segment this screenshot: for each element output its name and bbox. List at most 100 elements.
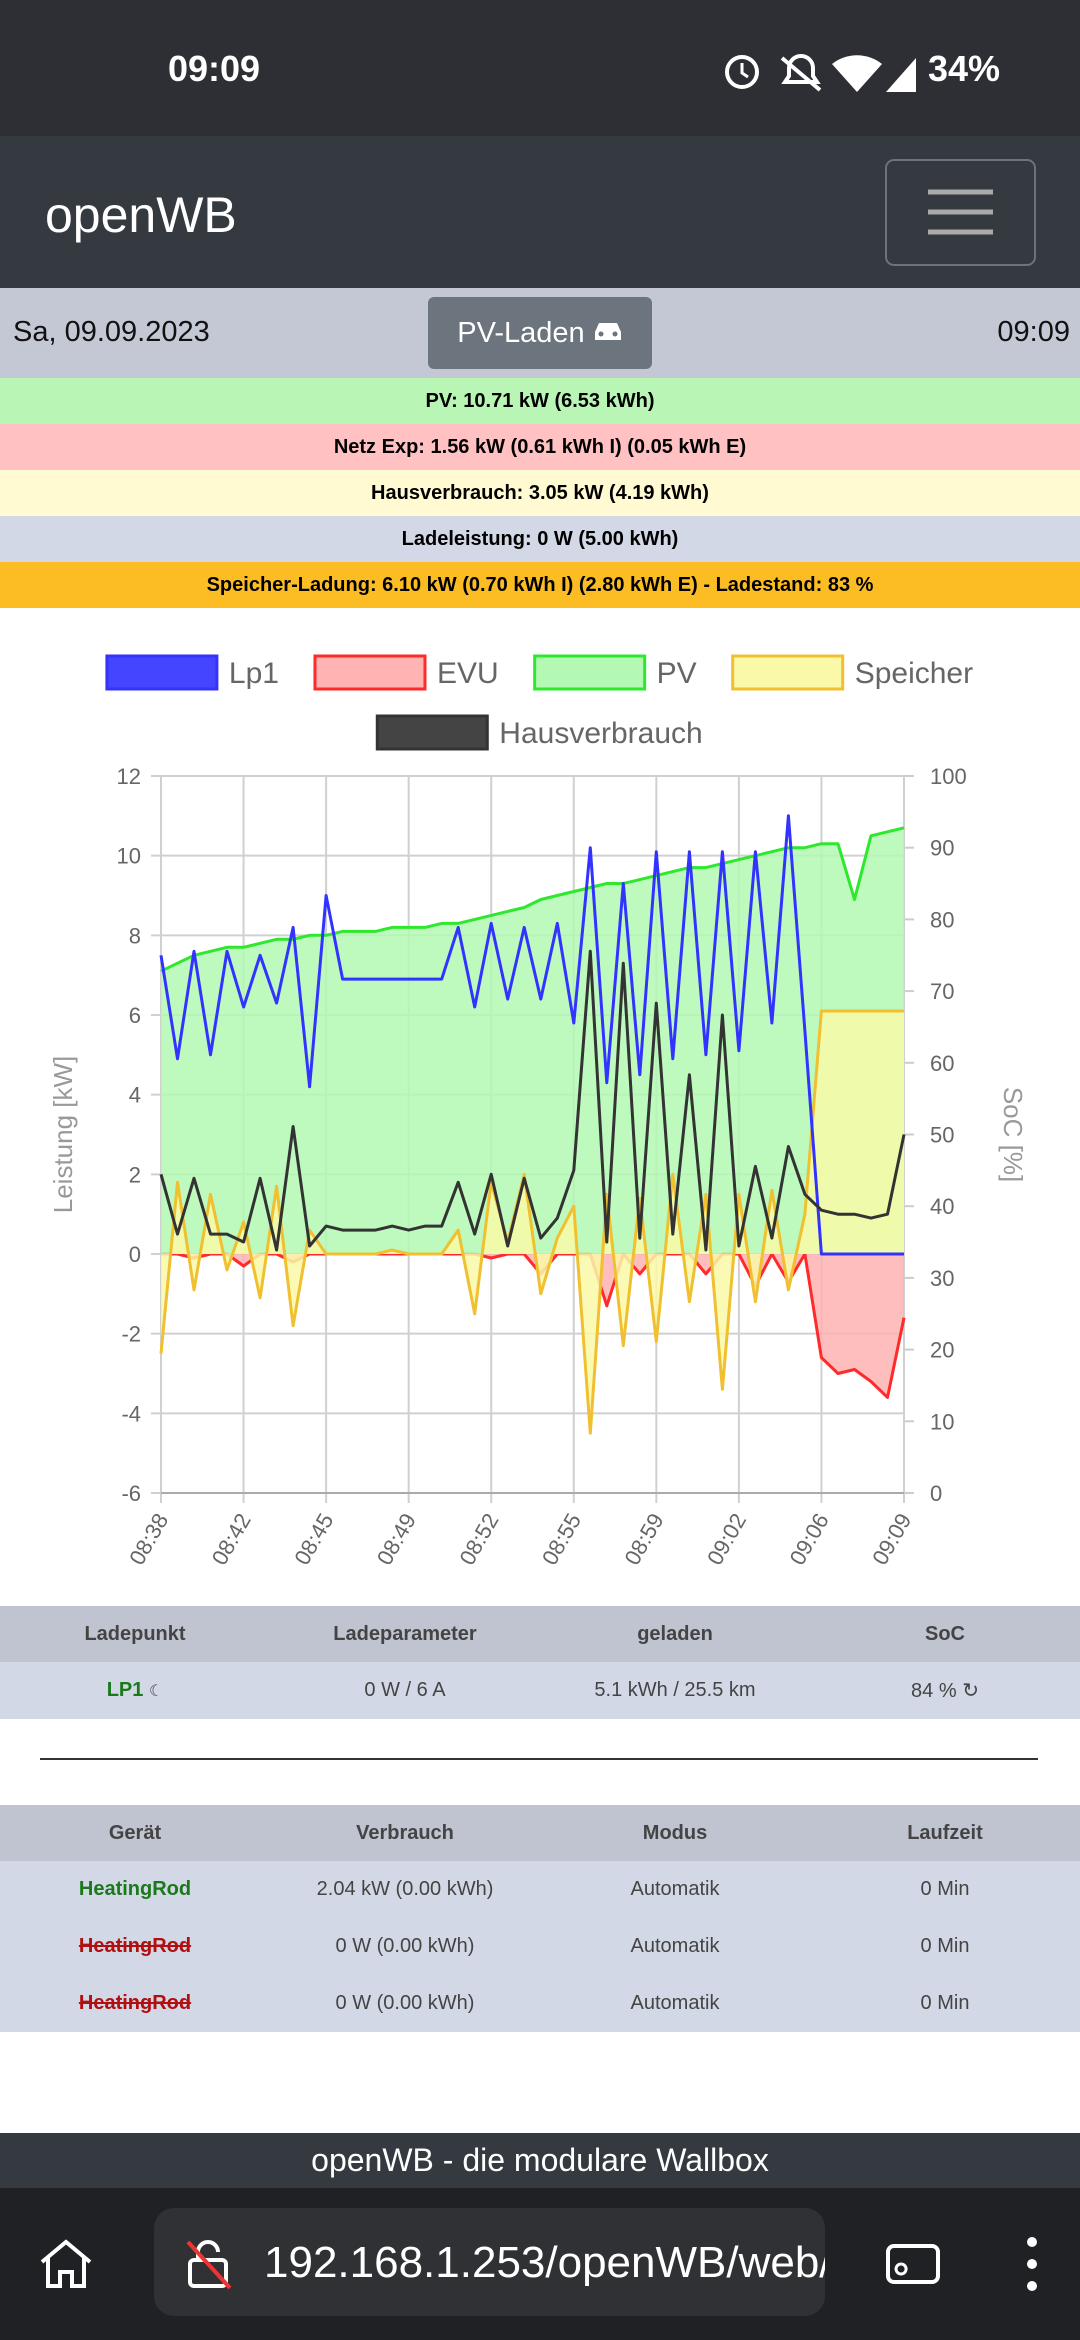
summary-pv: PV: 10.71 kW (6.53 kWh) [0,378,1080,424]
th: Laufzeit [810,1805,1080,1861]
y2-tick-label: 70 [930,979,954,1004]
legend-label: Hausverbrauch [499,717,702,750]
cell: Automatik [540,1861,810,1918]
brand[interactable]: openWB [45,187,237,243]
cell: 0 W (0.00 kWh) [270,1918,540,1975]
y2-tick-label: 40 [930,1194,954,1219]
lp-name[interactable]: LP1 [106,1679,144,1701]
x-tick-label: 09:06 [785,1509,834,1569]
y2-tick-label: 80 [930,907,954,932]
menu-button[interactable] [885,159,1036,266]
th: Ladeparameter [270,1606,540,1662]
summary-storage: Speicher-Ladung: 6.10 kW (0.70 kWh I) (2… [0,562,1080,608]
cell: 0 Min [810,1918,1080,1975]
y-tick-label: 8 [129,923,141,948]
cell: 0 W (0.00 kWh) [270,1975,540,2032]
cell: 0 Min [810,1975,1080,2032]
info-bar: Sa, 09.09.2023 PV-Laden 09:09 [0,288,1080,378]
x-tick-label: 08:42 [207,1509,256,1569]
mode-label: PV-Laden [457,317,585,349]
legend-item: Speicher [731,654,973,691]
url-box[interactable]: 192.168.1.253/openWB/web/i [154,2208,825,2316]
menu-button[interactable] [1020,2234,1044,2294]
th: SoC [810,1606,1080,1662]
soc: 84 % [911,1680,957,1702]
chart: Lp1 EVU PV Speicher Hausverbrauch -6 -4 -2 0 2 4 6 8… [48,654,1028,1569]
series-line [159,814,904,1256]
summary-charge: Ladeleistung: 0 W (5.00 kWh) [0,516,1080,562]
series-area [161,827,904,1254]
navbar: openWB [0,136,1080,288]
car-icon [594,323,621,340]
y-tick-label: 6 [129,1003,141,1028]
y2-tick-label: 20 [930,1338,954,1363]
th: Gerät [0,1805,270,1861]
y2-tick-label: 0 [930,1481,942,1506]
divider [40,1758,1038,1760]
time: 09:09 [997,316,1070,348]
legend-swatch [313,654,427,691]
device-table: Gerät Verbrauch Modus Laufzeit HeatingRod 2.… [0,1805,1080,2032]
th: Verbrauch [270,1805,540,1861]
home-button[interactable] [38,2238,94,2290]
legend-label: Speicher [855,657,973,690]
cell: 2.04 kW (0.00 kWh) [270,1861,540,1918]
device-name: HeatingRod [0,1975,270,2032]
legend-swatch [533,654,647,691]
lock-icon [186,2240,232,2290]
legend-label: EVU [437,657,499,690]
legend-label: PV [657,657,697,690]
y-axis-label: Leistung [kW] [48,1056,78,1214]
legend-swatch [731,654,845,691]
legend-item: PV [533,654,697,691]
legend-swatch [375,714,489,751]
x-tick-label: 08:52 [454,1509,503,1569]
y-tick-label: 10 [117,844,141,869]
legend-item: EVU [313,654,499,691]
y-tick-label: -2 [121,1322,141,1347]
legend-item: Lp1 [105,654,279,691]
cell: 84 % ↻ [810,1662,1080,1719]
y-tick-label: -4 [121,1401,141,1426]
browser-bar: 192.168.1.253/openWB/web/i [0,2188,1080,2340]
x-tick-label: 08:38 [124,1509,173,1569]
x-tick-label: 08:45 [289,1509,338,1569]
x-tick-label: 09:02 [702,1509,751,1569]
th: geladen [540,1606,810,1662]
charge-table: Ladepunkt Ladeparameter geladen SoC LP1 ☾ 0 … [0,1606,1080,1719]
status-icons [725,54,916,92]
y2-tick-label: 100 [930,764,967,789]
y-tick-label: 12 [117,764,141,789]
series-line [160,826,905,973]
th: Modus [540,1805,810,1861]
device-name: HeatingRod [0,1918,270,1975]
battery: 34% [928,48,1001,89]
y2-axis-label: SoC [%] [998,1087,1028,1182]
date: Sa, 09.09.2023 [13,316,210,348]
y-tick-label: 2 [129,1162,141,1187]
th: Ladepunkt [0,1606,270,1662]
cell: 0 W / 6 A [270,1662,540,1719]
legend-label: Lp1 [229,657,279,690]
x-tick-label: 09:09 [867,1509,916,1569]
status-bar: 09:09 34% [0,0,1080,136]
cell: 0 Min [810,1861,1080,1918]
y2-tick-label: 10 [930,1409,954,1434]
y2-tick-label: 30 [930,1266,954,1291]
y-tick-label: -6 [121,1481,141,1506]
series-line [159,1009,904,1435]
y-tick-label: 0 [129,1242,141,1267]
y-tick-label: 4 [129,1083,141,1108]
y2-tick-label: 50 [930,1123,954,1148]
x-tick-label: 08:49 [372,1509,421,1569]
y2-tick-label: 90 [930,836,954,861]
legend-swatch [105,654,219,691]
cell: 5.1 kWh / 25.5 km [540,1662,810,1719]
tabs-button[interactable] [885,2238,941,2290]
y2-tick-label: 60 [930,1051,954,1076]
x-tick-label: 08:59 [619,1509,668,1569]
footer: openWB - die modulare Wallbox [0,2133,1080,2188]
cell: Automatik [540,1975,810,2032]
mode-button[interactable]: PV-Laden [428,297,652,369]
